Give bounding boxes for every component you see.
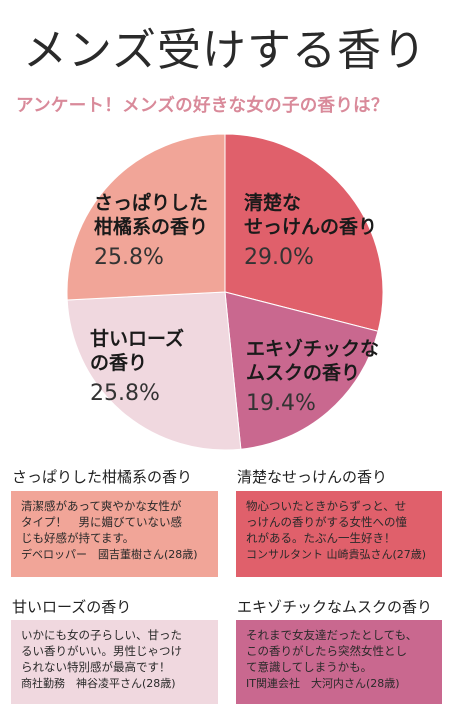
slice-label-citrus-line1: さっぱりした xyxy=(94,192,209,214)
comment-author: IT関連会社 大河内さん(28歳) xyxy=(246,677,400,690)
pie-slice-musk xyxy=(224,291,379,450)
page-title: メンズ受けする香り xyxy=(22,25,428,76)
comment-box-soap: 物心ついたときからずっと、せ っけんの香りがする女性への憧 れがある。たぶん一生… xyxy=(236,491,442,577)
slice-value-rose: 25.8% xyxy=(90,381,160,406)
slice-label-rose: 甘いローズ の香り xyxy=(90,327,184,375)
slice-label-rose-line1: 甘いローズ xyxy=(90,328,185,350)
comment-line: じも好感が持てます。 xyxy=(21,531,135,545)
comment-box-musk: それまで女友達だったとしても、 この香りがしたら突然女性とし て意識してしまうか… xyxy=(236,620,442,704)
comment-box-rose: いかにも女の子らしい、甘った るい香りがいい。男性じゃつけ られない特別感が最高… xyxy=(11,620,218,704)
comment-line: タイプ！ 男に媚びていない感 xyxy=(21,515,182,529)
comment-author: デベロッパー 國吉董樹さん(28歳) xyxy=(21,548,198,561)
comment-line: それまで女友達だったとしても、 xyxy=(246,628,418,642)
slice-label-citrus-line2: 柑橘系の香り xyxy=(94,216,209,238)
comment-line: 物心ついたときからずっと、せ xyxy=(246,499,407,513)
pie-slice-rose xyxy=(66,291,242,451)
comment-box-citrus: 清潔感があって爽やかな女性が タイプ！ 男に媚びていない感 じも好感が持てます。… xyxy=(11,491,218,577)
comment-line: れがある。たぶん一生好き！ xyxy=(246,531,396,545)
comment-heading-rose: 甘いローズの香り xyxy=(12,598,132,616)
slice-label-musk-line2: ムスクの香り xyxy=(246,362,361,384)
comment-line: て意識してしまうかも。 xyxy=(246,660,373,674)
comment-author: コンサルタント 山崎貴弘さん(27歳) xyxy=(246,548,427,561)
comment-line: るい香りがいい。男性じゃつけ xyxy=(21,644,182,658)
comment-line: いかにも女の子らしい、甘った xyxy=(21,628,182,642)
comment-line: っけんの香りがする女性への憧 xyxy=(246,515,407,529)
comment-line: 清潔感があって爽やかな女性が xyxy=(21,499,182,513)
pie-slice-citrus xyxy=(66,133,226,301)
comment-line: られない特別感が最高です！ xyxy=(21,660,171,674)
slice-label-musk-line1: エキゾチックな xyxy=(246,338,380,360)
pie-slice-soap xyxy=(224,133,384,332)
slice-label-citrus: さっぱりした 柑橘系の香り xyxy=(94,191,208,239)
comment-heading-citrus: さっぱりした柑橘系の香り xyxy=(12,468,193,486)
slice-label-soap: 清楚な せっけんの香り xyxy=(244,191,377,239)
comment-author: 商社勤務 神谷凌平さん(28歳) xyxy=(21,677,176,690)
slice-value-soap: 29.0% xyxy=(244,245,314,270)
comment-heading-soap: 清楚なせっけんの香り xyxy=(237,468,388,486)
slice-label-musk: エキゾチックな ムスクの香り xyxy=(246,337,379,385)
slice-value-musk: 19.4% xyxy=(246,391,316,416)
slice-label-rose-line2: の香り xyxy=(90,352,148,374)
survey-subtitle: アンケート！メンズの好きな女の子の香りは？ xyxy=(16,96,389,116)
slice-label-soap-line2: せっけんの香り xyxy=(244,216,378,238)
slice-label-soap-line1: 清楚な xyxy=(244,192,302,214)
comment-line: この香りがしたら突然女性とし xyxy=(246,644,407,658)
slice-value-citrus: 25.8% xyxy=(94,245,164,270)
comment-heading-musk: エキゾチックなムスクの香り xyxy=(237,598,433,616)
